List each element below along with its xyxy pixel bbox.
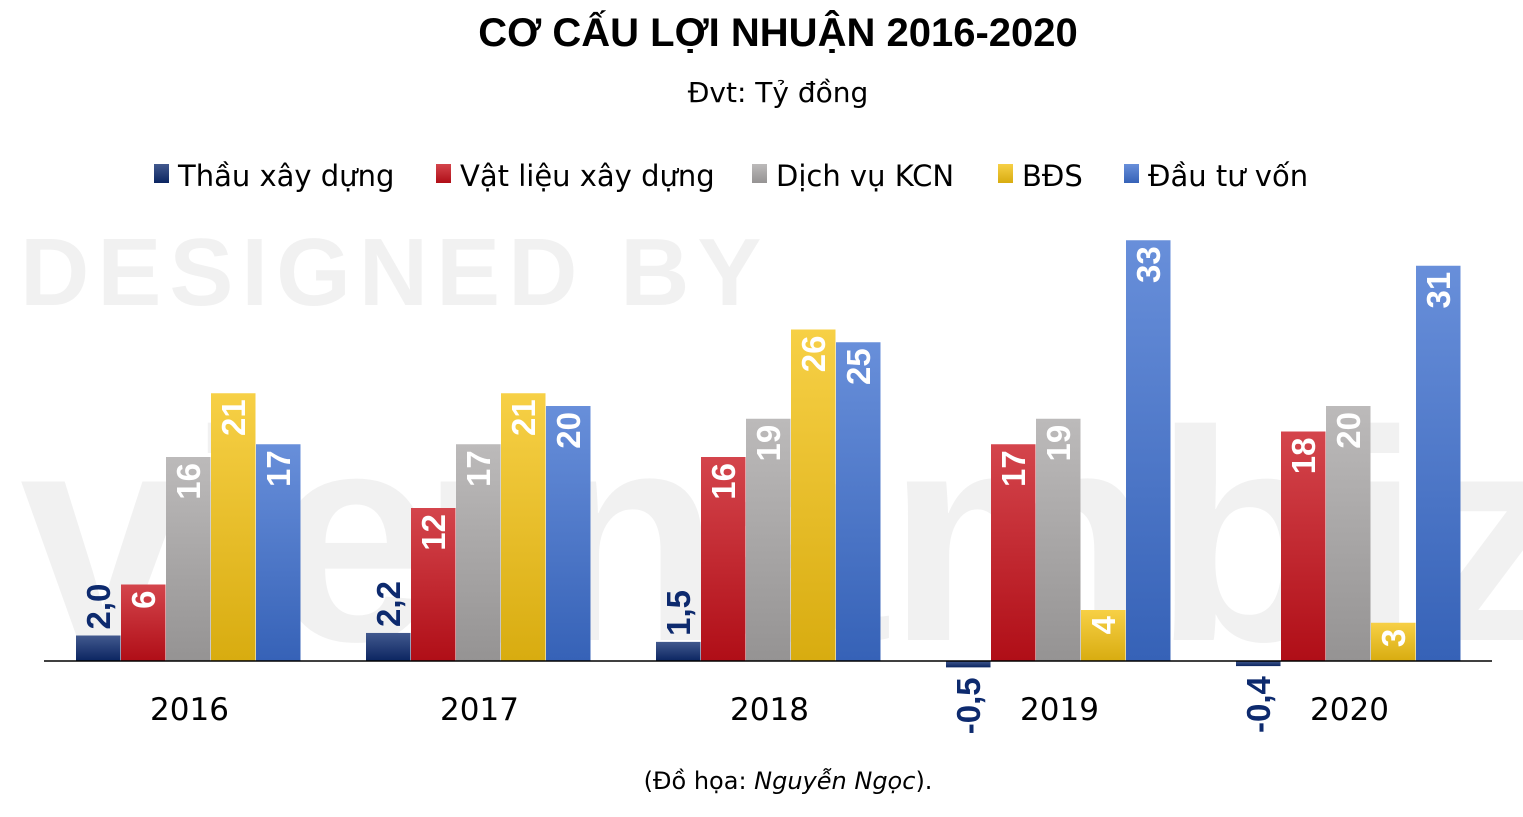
data-label-2019-s5: 33 [1130,246,1167,283]
bar-2019-s3 [1036,418,1081,661]
bar-2016-s4 [211,393,256,661]
x-tick-2018: 2018 [730,692,809,728]
data-label-2016-s3: 16 [170,463,207,500]
legend-label-4: BĐS [1022,159,1083,193]
data-label-2020-s1: -0,4 [1240,675,1277,733]
x-tick-2017: 2017 [440,692,519,728]
watermark-line1: DESIGNED BY [20,219,769,326]
source-prefix: (Đồ họa: [644,767,755,795]
data-label-2016-s2: 6 [125,591,162,609]
legend: Thầu xây dựng Vật liệu xây dựng Dịch vụ KC… [154,159,1308,193]
bar-2017-s2 [411,508,456,661]
bar-2017-s1 [366,632,411,661]
legend-label-1: Thầu xây dựng [177,159,394,193]
bar-2017-s4 [501,393,546,661]
bar-2018-s2 [701,457,746,661]
source-note: (Đồ họa: Nguyễn Ngọc). [644,766,933,795]
data-label-2018-s1: 1,5 [660,590,697,636]
data-label-2016-s5: 17 [260,450,297,487]
legend-label-2: Vật liệu xây dựng [460,159,715,193]
data-label-2017-s4: 21 [505,399,542,436]
x-tick-2019: 2019 [1020,692,1099,728]
bar-2020-s4 [1371,622,1416,661]
source-suffix: ). [915,767,932,795]
bar-2018-s1 [656,641,701,661]
legend-swatch-3 [752,164,767,183]
data-label-2016-s4: 21 [215,399,252,436]
bar-2017-s5 [546,406,591,661]
legend-swatch-2 [436,164,451,183]
bar-2020-s3 [1326,406,1371,661]
bar-2017-s3 [456,444,501,661]
data-label-2020-s3: 20 [1330,412,1367,449]
data-label-2018-s5: 25 [840,348,877,385]
data-label-2020-s2: 18 [1285,438,1322,475]
data-label-2018-s4: 26 [795,336,832,373]
bar-2019-s5 [1126,240,1171,661]
data-label-2017-s2: 12 [415,514,452,551]
data-label-2017-s5: 20 [550,412,587,449]
chart-title: CƠ CẤU LỢI NHUẬN 2016-2020 [478,9,1078,55]
bar-2020-s5 [1416,265,1461,661]
legend-label-5: Đầu tư vốn [1148,159,1308,193]
legend-swatch-1 [154,164,169,183]
data-label-2016-s1: 2,0 [80,584,117,630]
bar-2019-s1 [946,661,991,668]
data-label-2018-s2: 16 [705,463,742,500]
bar-2016-s3 [166,457,211,661]
data-label-2018-s3: 19 [750,425,787,462]
x-axis-ticks: 2016 2017 2018 2019 2020 [150,692,1389,728]
source-author: Nguyễn Ngọc [754,766,915,795]
bar-2019-s4 [1081,610,1126,661]
x-tick-2020: 2020 [1310,692,1389,728]
legend-swatch-5 [1124,164,1139,183]
bar-2020-s2 [1281,431,1326,661]
bar-2016-s2 [121,584,166,661]
bars [76,240,1461,668]
bar-2019-s2 [991,444,1036,661]
data-label-2019-s4: 4 [1085,615,1122,634]
bar-2020-s1 [1236,661,1281,667]
data-label-2019-s3: 19 [1040,425,1077,462]
bar-2018-s5 [836,342,881,661]
legend-swatch-4 [998,164,1013,183]
data-label-2017-s3: 17 [460,450,497,487]
chart-subtitle: Đvt: Tỷ đồng [688,76,869,109]
bar-2016-s1 [76,635,121,661]
bar-2018-s3 [746,418,791,661]
x-tick-2016: 2016 [150,692,229,728]
bar-2018-s4 [791,329,836,661]
data-label-2019-s1: -0,5 [950,677,987,734]
data-label-2020-s5: 31 [1420,272,1457,309]
data-label-2017-s1: 2,2 [370,581,407,627]
legend-label-3: Dịch vụ KCN [776,159,954,193]
bar-2016-s5 [256,444,301,661]
data-label-2019-s2: 17 [995,450,1032,487]
data-label-2020-s4: 3 [1375,629,1412,647]
